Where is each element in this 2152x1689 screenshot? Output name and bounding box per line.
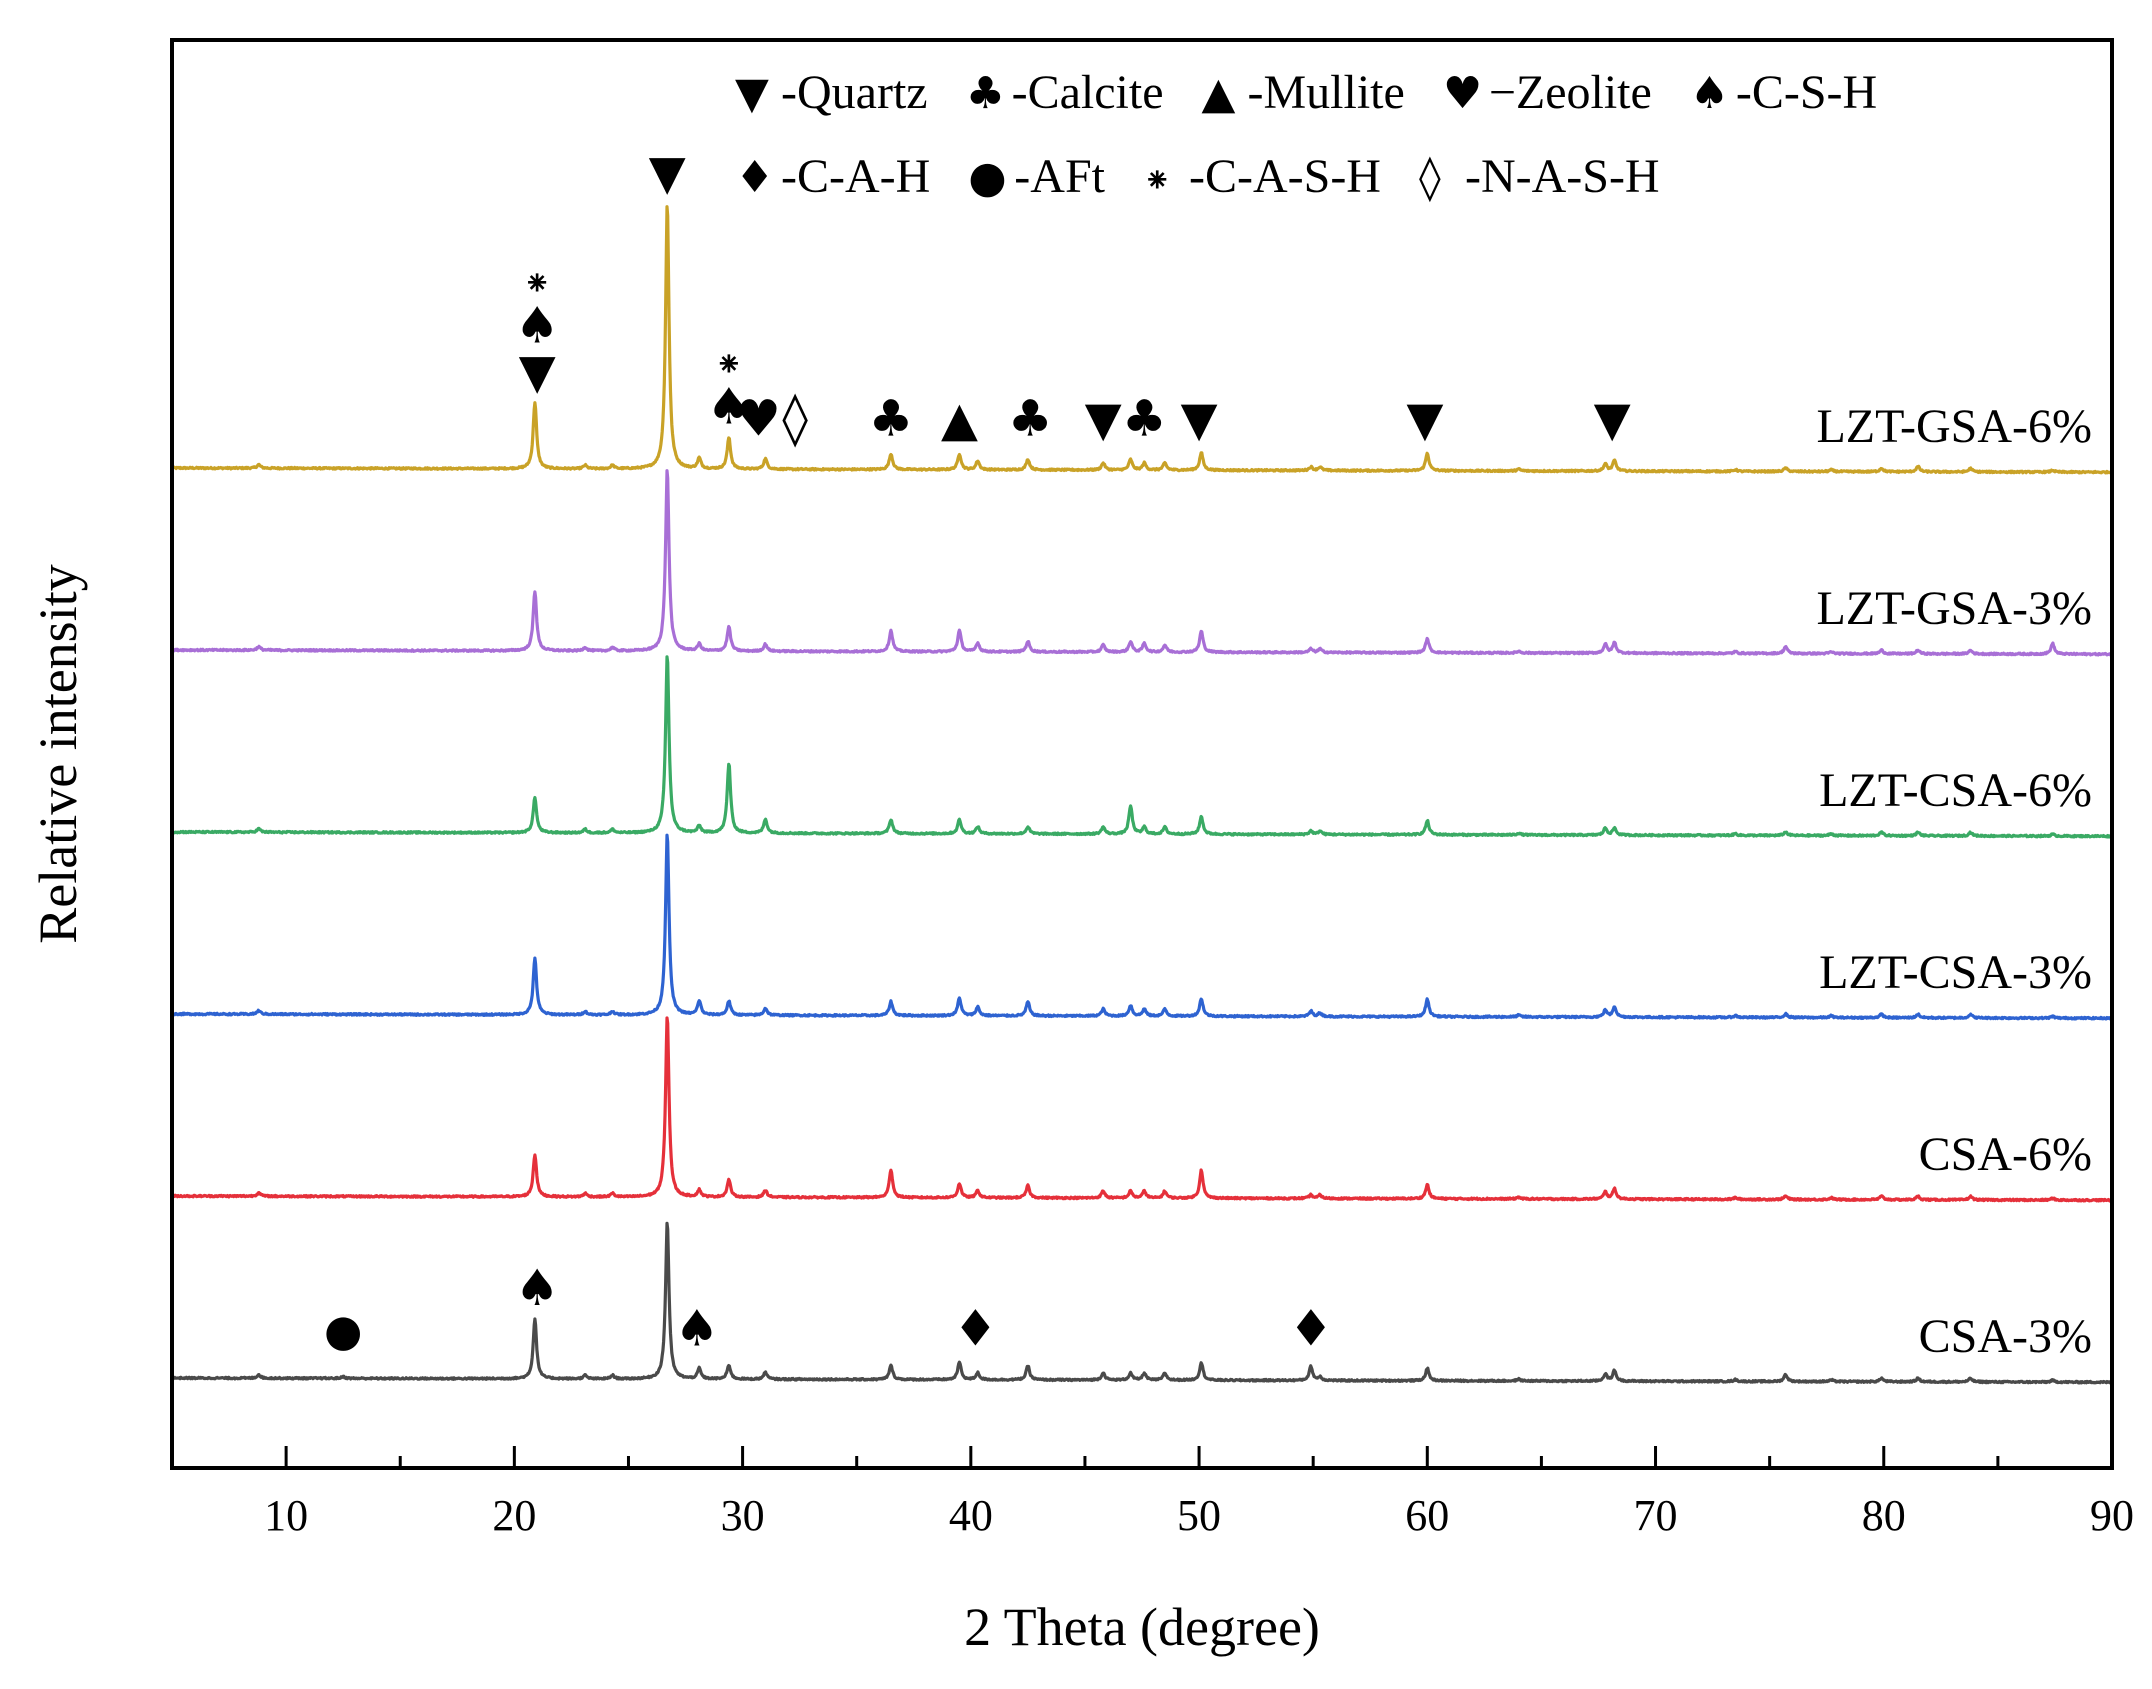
series-label-lzt-gsa-6pct: LZT-GSA-6% <box>1816 400 2092 453</box>
x-axis-title: 2 Theta (degree) <box>964 1597 1320 1657</box>
peak-marker-zeolite-3-0: ♥ <box>736 389 781 447</box>
series-line-lzt-csa-3pct <box>171 833 2114 1021</box>
legend-label-c-a-h: -C-A-H <box>781 150 930 203</box>
legend-label-mullite: -Mullite <box>1248 66 1405 119</box>
series-label-csa-3pct: CSA-3% <box>1919 1310 2092 1363</box>
peak-marker-cah-16-0: ♦ <box>953 1299 998 1357</box>
series-label-lzt-gsa-3pct: LZT-GSA-3% <box>1816 582 2092 635</box>
x-tick-label-60: 60 <box>1405 1491 1449 1540</box>
label-layer: LZT-GSA-6% LZT-GSA-3% LZT-CSA-6% LZT-CSA-3%… <box>1816 400 2092 1363</box>
legend-symbol-mullite: ▲ <box>1202 68 1236 119</box>
peak-marker-quartz-1-0: ▼ <box>649 145 686 201</box>
peak-marker-nash-4-0: ◊ <box>782 388 808 448</box>
legend-item-calcite: ♣ -Calcite <box>966 66 1164 119</box>
series-line-csa-3pct <box>171 1221 2113 1385</box>
peak-marker-cash-2-1: ⁕ <box>715 345 744 385</box>
legend-label-zeolite: −Zeolite <box>1489 66 1652 119</box>
peak-marker-quartz-0-0: ▼ <box>519 344 556 400</box>
x-tick-label-10: 10 <box>264 1491 308 1540</box>
legend-item-zeolite: ♥ −Zeolite <box>1443 66 1652 119</box>
legend-symbol-calcite: ♣ <box>966 68 1005 119</box>
peak-marker-calcite-7-0: ♣ <box>1008 389 1053 447</box>
peak-marker-mullite-6-0: ▲ <box>941 391 978 447</box>
peak-marker-calcite-5-0: ♣ <box>869 389 914 447</box>
legend: ▼ -Quartz ♣ -Calcite ▲ -Mullite ♥ −Zeolite ♠ -C-S… <box>735 66 1877 203</box>
legend-item-aft: ● -AFt <box>968 150 1105 203</box>
legend-item-c-s-h: ♠ -C-S-H <box>1690 66 1877 119</box>
x-tick-label-20: 20 <box>492 1491 536 1540</box>
peak-marker-csh-14-0: ♠ <box>515 1259 560 1317</box>
legend-item-c-a-s-h: ⁕ -C-A-S-H <box>1143 150 1381 203</box>
legend-label-n-a-s-h: -N-A-S-H <box>1465 150 1660 203</box>
legend-item-mullite: ▲ -Mullite <box>1202 66 1405 119</box>
legend-label-quartz: -Quartz <box>781 66 928 119</box>
annotation-layer: ▼♠⁕▼♠⁕♥ ◊ ♣ ▲ ♣ ▼ ♣ ▼ ▼ ▼●♠♠ ♦ ♦ <box>324 145 1631 1357</box>
legend-label-aft: -AFt <box>1014 150 1105 203</box>
legend-item-c-a-h: ♦ -C-A-H <box>735 150 930 203</box>
x-tick-label-40: 40 <box>949 1491 993 1540</box>
series-line-lzt-gsa-3pct <box>171 469 2113 657</box>
x-tick-label-70: 70 <box>1634 1491 1678 1540</box>
legend-item-quartz: ▼ -Quartz <box>735 66 928 119</box>
legend-symbol-cah: ♦ <box>735 152 774 203</box>
legend-symbol-nash: ◊ <box>1419 152 1441 203</box>
legend-symbol-csh: ♠ <box>1690 68 1729 119</box>
peak-marker-aft-13-0: ● <box>324 1305 362 1356</box>
peak-marker-cash-0-2: ⁕ <box>523 264 552 304</box>
peak-marker-cah-17-0: ♦ <box>1288 1299 1333 1357</box>
peak-marker-csh-0-1: ♠ <box>515 297 560 355</box>
peak-marker-quartz-12-0: ▼ <box>1594 391 1631 447</box>
tick-layer: 10 20 30 40 50 60 70 80 90 <box>264 1446 2134 1540</box>
series-label-lzt-csa-3pct: LZT-CSA-3% <box>1819 946 2092 999</box>
x-tick-label-80: 80 <box>1862 1491 1906 1540</box>
peak-marker-csh-15-0: ♠ <box>675 1299 720 1357</box>
series-line-lzt-csa-6pct <box>171 655 2114 839</box>
legend-symbol-quartz: ▼ <box>735 68 769 119</box>
legend-item-n-a-s-h: ◊ -N-A-S-H <box>1419 150 1660 203</box>
legend-label-calcite: -Calcite <box>1012 66 1164 119</box>
peak-marker-calcite-9-0: ♣ <box>1122 389 1167 447</box>
legend-label-c-a-s-h: -C-A-S-H <box>1189 150 1381 203</box>
legend-symbol-aft: ● <box>968 152 1006 203</box>
legend-symbol-cash: ⁕ <box>1143 161 1172 201</box>
x-tick-label-90: 90 <box>2090 1491 2134 1540</box>
peak-marker-quartz-11-0: ▼ <box>1407 391 1444 447</box>
peak-marker-csh-2-0: ♠ <box>706 377 751 435</box>
legend-symbol-zeolite: ♥ <box>1443 68 1482 119</box>
x-tick-label-50: 50 <box>1177 1491 1221 1540</box>
peak-marker-quartz-10-0: ▼ <box>1181 391 1218 447</box>
series-label-lzt-csa-6pct: LZT-CSA-6% <box>1819 764 2092 817</box>
y-axis-title: Relative intensity <box>28 564 88 943</box>
x-tick-label-30: 30 <box>721 1491 765 1540</box>
series-line-csa-6pct <box>171 1016 2113 1203</box>
plot-frame <box>170 38 2114 1470</box>
legend-label-c-s-h: -C-S-H <box>1736 66 1877 119</box>
peak-marker-quartz-8-0: ▼ <box>1085 391 1122 447</box>
series-line-lzt-gsa-6pct <box>170 205 2113 475</box>
series-label-csa-6pct: CSA-6% <box>1919 1128 2092 1181</box>
series-layer <box>170 205 2114 1385</box>
